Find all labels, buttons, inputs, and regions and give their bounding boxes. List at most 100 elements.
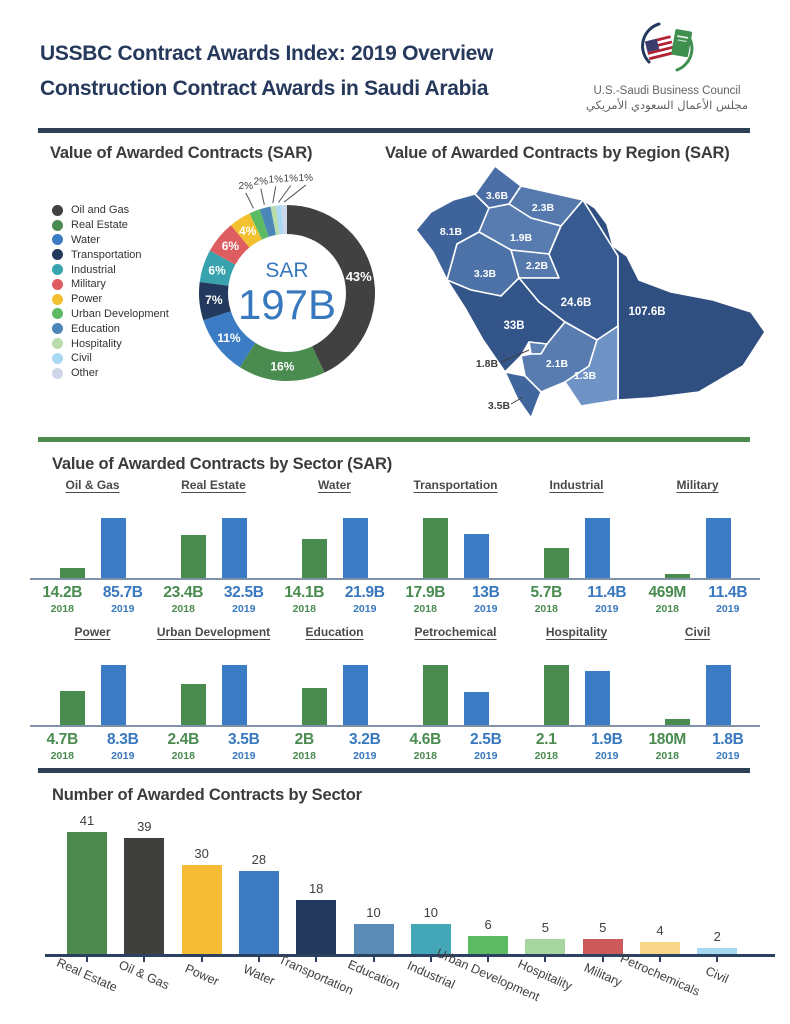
region-value-label: 33B: [503, 320, 524, 332]
donut-center-value: 197B: [238, 281, 336, 328]
legend-swatch-icon: [52, 204, 63, 216]
count-bar: [124, 837, 165, 954]
sector-name-label: Military: [637, 478, 758, 506]
year-2018: 2018: [413, 750, 437, 762]
saudi-flag-icon: [671, 29, 693, 58]
year-2018: 2018: [50, 750, 74, 762]
count-bar: [67, 832, 107, 954]
count-value-label: 18: [308, 881, 324, 897]
value-2018: 2.4B: [167, 731, 200, 748]
value-2018: 17.9B: [405, 584, 446, 601]
sector-name-text: Hospitality: [545, 625, 608, 639]
count-bar: [410, 924, 451, 954]
count-axis-tick: [200, 957, 203, 962]
sector-years: 2018 2019: [395, 750, 516, 762]
donut-section-title: Value of Awarded Contracts (SAR): [50, 144, 313, 162]
count-axis-tick: [544, 957, 547, 962]
donut-leader-line: [245, 192, 254, 209]
sector-name-text: Urban Development: [156, 625, 271, 639]
legend-swatch-icon: [52, 249, 63, 261]
count-bar: [468, 936, 509, 954]
legend-swatch-icon: [52, 323, 63, 335]
donut-slice-label: 6%: [208, 263, 226, 277]
value-2019: 3.2B: [348, 731, 381, 748]
sector-years: 2018 2019: [153, 750, 274, 762]
value-2018: 5.7B: [530, 584, 563, 601]
donut-slice: [199, 281, 231, 321]
donut-outer-label: 2%: [254, 177, 269, 188]
count-axis-tick: [372, 957, 375, 962]
sector-name-label: Transportation: [395, 478, 516, 506]
bar-2019: [463, 692, 489, 725]
sector-bars: [153, 506, 274, 578]
count-value-label: 41: [79, 813, 95, 828]
donut-slice-label: 11%: [217, 331, 241, 345]
bar-2019: [221, 518, 247, 578]
legend-item: Oil and Gas: [52, 203, 169, 218]
donut-leader-line: [260, 188, 265, 205]
saudi-arabia-region-map: 8.1B 3.6B 2.3B 1.9B 2.2B 3.3B 24.6B 107.…: [415, 165, 766, 419]
sector-mini-chart: Military 469M 11.4B 2018 2019: [637, 478, 758, 615]
legend-label: Industrial: [71, 263, 116, 276]
donut-slice: [209, 225, 250, 265]
sector-values: 4.7B 8.3B: [32, 731, 153, 749]
year-2018: 2018: [655, 750, 679, 762]
count-value-label: 39: [137, 818, 152, 834]
legend-item: Civil: [52, 351, 169, 366]
sector-mini-chart: Power 4.7B 8.3B 2018 2019: [32, 625, 153, 762]
donut-outer-label: 1%: [269, 174, 284, 185]
sector-values: 2.1 1.9B: [516, 731, 637, 749]
count-bar: [525, 939, 566, 954]
map-leader-line: [500, 349, 530, 363]
donut-slice: [275, 205, 284, 235]
year-2018: 2018: [171, 750, 195, 762]
count-section-title: Number of Awarded Contracts by Sector: [52, 786, 362, 804]
count-axis-tick: [601, 957, 604, 962]
donut-center-unit: SAR: [265, 259, 308, 282]
year-2018: 2018: [534, 603, 558, 615]
year-2019: 2019: [474, 603, 498, 615]
value-2019: 2.5B: [469, 731, 502, 748]
sector-years: 2018 2019: [274, 603, 395, 615]
sector-name-text: Petrochemical: [414, 625, 497, 639]
region-value-label: 8.1B: [440, 226, 463, 238]
legend-label: Hospitality: [71, 337, 122, 350]
count-category-label: Civil: [703, 963, 731, 987]
sector-bars: [153, 653, 274, 725]
legend-swatch-icon: [52, 293, 63, 305]
sector-mini-chart: Water 14.1B 21.9B 2018 2019: [274, 478, 395, 615]
sector-name-label: Petrochemical: [395, 625, 516, 653]
count-bar: [640, 942, 680, 954]
bar-2019: [705, 665, 731, 725]
bar-2019: [221, 665, 247, 725]
sector-row1-axis: [30, 578, 760, 580]
bar-2018: [59, 691, 85, 725]
sector-years: 2018 2019: [637, 750, 758, 762]
sector-name-label: Urban Development: [153, 625, 274, 653]
sector-name-label: Education: [274, 625, 395, 653]
sector-bars: [32, 653, 153, 725]
sector-values: 2B 3.2B: [274, 731, 395, 749]
donut-slice-label: 7%: [205, 293, 223, 307]
value-2019: 11.4B: [587, 584, 627, 601]
count-bar-chart: 41 Real Estate 39 Oil & Gas 30 Power 28 Water 18…: [0, 810, 790, 1024]
value-2018: 2B: [294, 731, 315, 748]
region-value-label: 107.6B: [628, 306, 665, 318]
bar-2018: [301, 539, 327, 578]
sector-row2-axis: [30, 725, 760, 727]
legend-swatch-icon: [52, 278, 63, 290]
year-2018: 2018: [534, 750, 558, 762]
value-2019: 1.8B: [711, 731, 744, 748]
sector-name-label: Water: [274, 478, 395, 506]
count-value-label: 2: [713, 929, 721, 945]
sector-mini-chart: Industrial 5.7B 11.4B 2018 2019: [516, 478, 637, 615]
bar-2019: [100, 665, 126, 725]
count-axis-tick: [257, 957, 260, 962]
sector-charts-row-2: Power 4.7B 8.3B 2018 2019 Urban Development 2.…: [30, 625, 760, 762]
value-2018: 469M: [648, 584, 687, 601]
sector-bars: [274, 653, 395, 725]
donut-slice: [270, 205, 280, 236]
year-2019: 2019: [232, 750, 256, 762]
year-2019: 2019: [595, 603, 619, 615]
